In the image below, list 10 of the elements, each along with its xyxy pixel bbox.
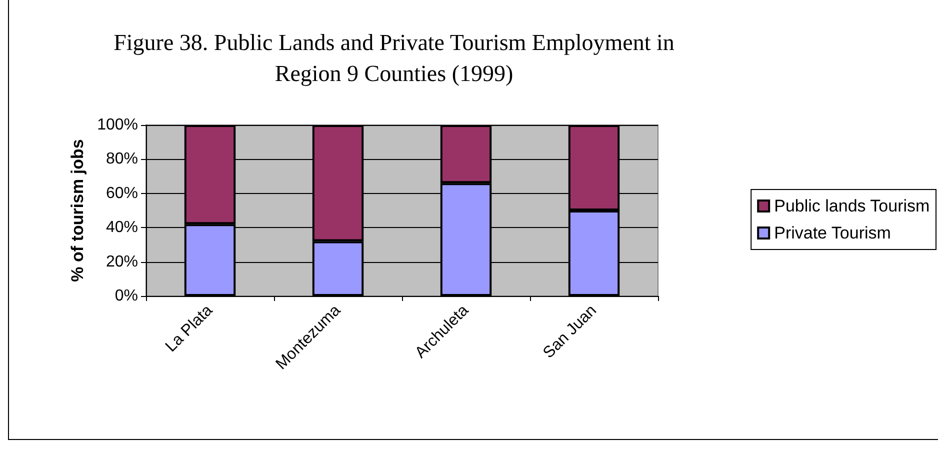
chart-title: Figure 38. Public Lands and Private Tourism Employment in Region 9 Counties (1999)	[114, 30, 675, 86]
y-tick-label: 80%	[106, 150, 138, 168]
y-tick-label: 100%	[97, 116, 138, 134]
y-tick-label: 0%	[114, 288, 138, 304]
legend-label: Public lands Tourism	[774, 196, 930, 216]
y-tick-label: 40%	[106, 219, 138, 236]
y-axis-title: % of tourism jobs	[68, 139, 88, 282]
y-tick-label: 20%	[106, 253, 138, 270]
legend-label: Private Tourism	[774, 224, 891, 242]
y-tick-label: 60%	[106, 184, 138, 202]
